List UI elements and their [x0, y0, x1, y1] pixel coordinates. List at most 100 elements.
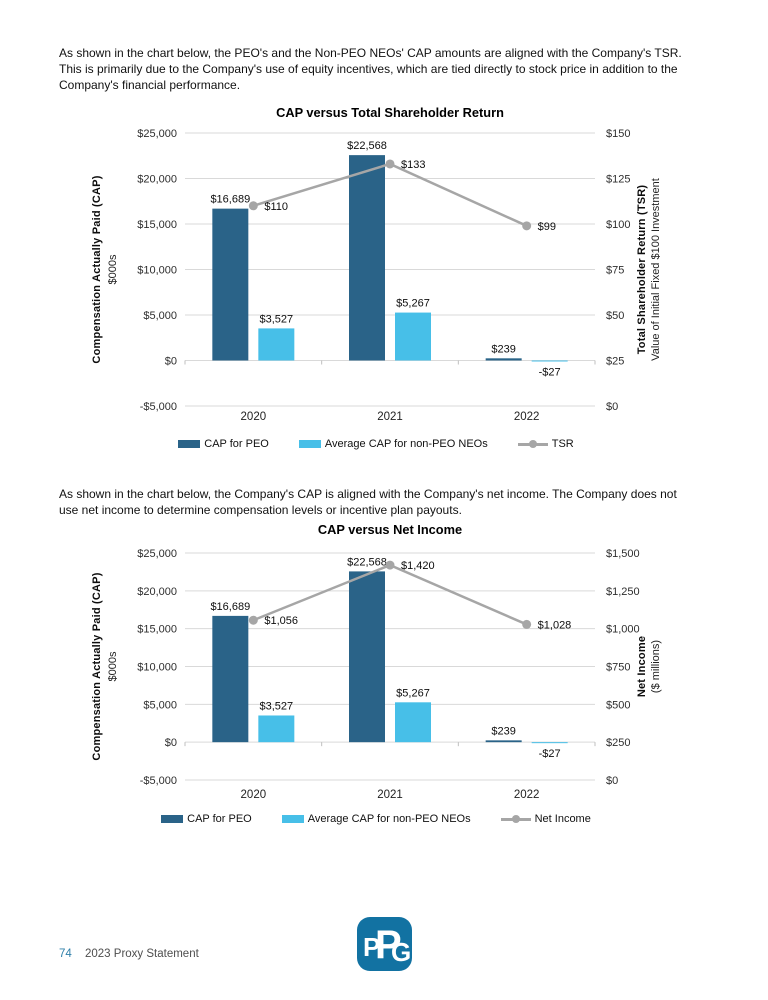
- footer-document-title: 2023 Proxy Statement: [85, 948, 199, 960]
- ppg-logo-letter: P: [375, 923, 402, 967]
- intro-paragraph-tsr: As shown in the chart below, the PEO's a…: [59, 46, 682, 92]
- chart-cap-vs-net-income: CAP versus Net Income $25,000 $20,000 $15,…: [60, 522, 720, 825]
- y-axis-left-tick-label: $25,000: [137, 548, 177, 560]
- legend-item-cap-peo: CAP for PEO: [178, 438, 269, 450]
- bar-value-label: $239: [491, 343, 515, 355]
- y-axis-right-tick-label: $1,250: [606, 586, 640, 598]
- left-axis-title: Compensation Actually Paid (CAP): [91, 175, 103, 363]
- bar-value-label: $3,527: [260, 700, 294, 712]
- y-axis-right-tick-label: $25: [606, 356, 624, 368]
- legend-label-net-income: Net Income: [534, 813, 591, 825]
- line-value-label: $1,420: [401, 560, 435, 572]
- bar-average-cap-for-non-peo-neos-2022: [531, 360, 568, 362]
- bar-cap-for-peo-2022: [485, 358, 522, 361]
- x-axis-category-label: 2021: [377, 411, 403, 423]
- x-axis-category-label: 2022: [514, 411, 540, 423]
- line-marker-2020: [248, 615, 258, 625]
- line-marker-2021: [385, 159, 395, 169]
- bar-value-label: $22,568: [347, 140, 387, 152]
- bar-cap-for-peo-2020: [212, 615, 249, 743]
- bar-average-cap-for-non-peo-neos-2021: [395, 312, 431, 361]
- y-axis-left-tick-label: $15,000: [137, 624, 177, 636]
- right-axis-subtitle: Value of Initial Fixed $100 Investment: [650, 178, 662, 361]
- line-value-label: $1,056: [264, 615, 298, 627]
- legend-swatch-nonpeo: [281, 815, 304, 823]
- bar-value-label: $239: [491, 725, 515, 737]
- line-marker-2021: [385, 560, 395, 570]
- x-axis-category-label: 2021: [377, 789, 403, 801]
- y-axis-right-tick-label: $75: [606, 265, 624, 277]
- y-axis-right-tick-label: $0: [606, 775, 618, 787]
- line-tsr: [252, 162, 528, 227]
- chart-title-net-income: CAP versus Net Income: [317, 522, 463, 537]
- legend-line-marker-icon: [500, 815, 531, 823]
- y-axis-left-tick-label: $20,000: [137, 174, 177, 186]
- chart-legend-net-income: CAP for PEO Average CAP for non-PEO NEOs…: [46, 813, 706, 825]
- left-axis-subtitle: $000s: [107, 651, 119, 681]
- page-number: 74: [59, 948, 72, 960]
- bar-value-label: $16,689: [210, 601, 250, 613]
- bar-average-cap-for-non-peo-neos-2020: [258, 715, 295, 743]
- bar-value-label: $5,267: [396, 687, 430, 699]
- bar-value-label: $3,527: [260, 313, 294, 325]
- bar-average-cap-for-non-peo-neos-2022: [531, 742, 568, 744]
- legend-item-net-income: Net Income: [500, 813, 591, 825]
- x-axis-category-label: 2020: [241, 411, 267, 423]
- bar-value-label: $16,689: [210, 194, 250, 206]
- y-axis-left-tick-label: $0: [165, 737, 177, 749]
- y-axis-right-tick-label: $500: [606, 699, 630, 711]
- line-value-label: $99: [538, 221, 556, 233]
- legend-label-nonpeo: Average CAP for non-PEO NEOs: [324, 438, 488, 450]
- right-axis-title: Net Income: [636, 636, 648, 697]
- legend-label-tsr: TSR: [551, 438, 574, 450]
- y-axis-right-tick-label: $1,000: [606, 624, 640, 636]
- bar-cap-for-peo-2020: [212, 208, 249, 361]
- bar-cap-for-peo-2022: [485, 740, 522, 743]
- bar-value-label: -$27: [539, 367, 561, 379]
- y-axis-right-tick-label: $0: [606, 401, 618, 413]
- bar-value-label: $22,568: [347, 556, 387, 568]
- right-axis-subtitle: ($ millions): [650, 640, 662, 693]
- y-axis-right-tick-label: $250: [606, 737, 630, 749]
- y-axis-right-tick-label: $50: [606, 310, 624, 322]
- left-axis-title: Compensation Actually Paid (CAP): [91, 572, 103, 760]
- y-axis-left-tick-label: $10,000: [137, 662, 177, 674]
- bar-cap-for-peo-2021: [349, 155, 385, 361]
- y-axis-left-tick-label: $0: [165, 356, 177, 368]
- y-axis-left-tick-label: -$5,000: [140, 401, 177, 413]
- line-marker-2022: [522, 221, 532, 231]
- legend-item-cap-peo: CAP for PEO: [161, 813, 252, 825]
- bar-average-cap-for-non-peo-neos-2021: [395, 702, 431, 743]
- y-axis-left-tick-label: $10,000: [137, 265, 177, 277]
- bar-value-label: -$27: [539, 748, 561, 760]
- chart-title-tsr: CAP versus Total Shareholder Return: [276, 105, 504, 120]
- right-axis-title: Total Shareholder Return (TSR): [636, 185, 648, 355]
- y-axis-left-tick-label: $5,000: [143, 699, 177, 711]
- line-marker-2020: [248, 201, 258, 211]
- chart-legend-tsr: CAP for PEO Average CAP for non-PEO NEOs…: [46, 438, 706, 450]
- y-axis-left-tick-label: $5,000: [143, 310, 177, 322]
- legend-label-cap-peo: CAP for PEO: [187, 813, 252, 825]
- ppg-logo-letter: P: [363, 932, 380, 962]
- ppg-logo: P P G: [357, 917, 412, 971]
- legend-line-marker-icon: [517, 440, 548, 448]
- line-value-label: $133: [401, 159, 425, 171]
- line-marker-2022: [522, 619, 532, 629]
- y-axis-right-tick-label: $750: [606, 662, 630, 674]
- legend-label-nonpeo: Average CAP for non-PEO NEOs: [307, 813, 471, 825]
- legend-swatch-cap-peo: [178, 440, 201, 448]
- legend-swatch-nonpeo: [298, 440, 321, 448]
- ppg-logo-background: [357, 917, 412, 971]
- y-axis-left-tick-label: $25,000: [137, 128, 177, 140]
- legend-item-tsr: TSR: [517, 438, 574, 450]
- y-axis-left-tick-label: $15,000: [137, 219, 177, 231]
- legend-swatch-cap-peo: [161, 815, 184, 823]
- legend-item-nonpeo: Average CAP for non-PEO NEOs: [298, 438, 488, 450]
- y-axis-right-tick-label: $150: [606, 128, 630, 140]
- y-axis-right-tick-label: $100: [606, 219, 630, 231]
- line-value-label: $110: [264, 201, 288, 213]
- left-axis-subtitle: $000s: [107, 254, 119, 284]
- y-axis-left-tick-label: -$5,000: [140, 775, 177, 787]
- legend-label-cap-peo: CAP for PEO: [204, 438, 269, 450]
